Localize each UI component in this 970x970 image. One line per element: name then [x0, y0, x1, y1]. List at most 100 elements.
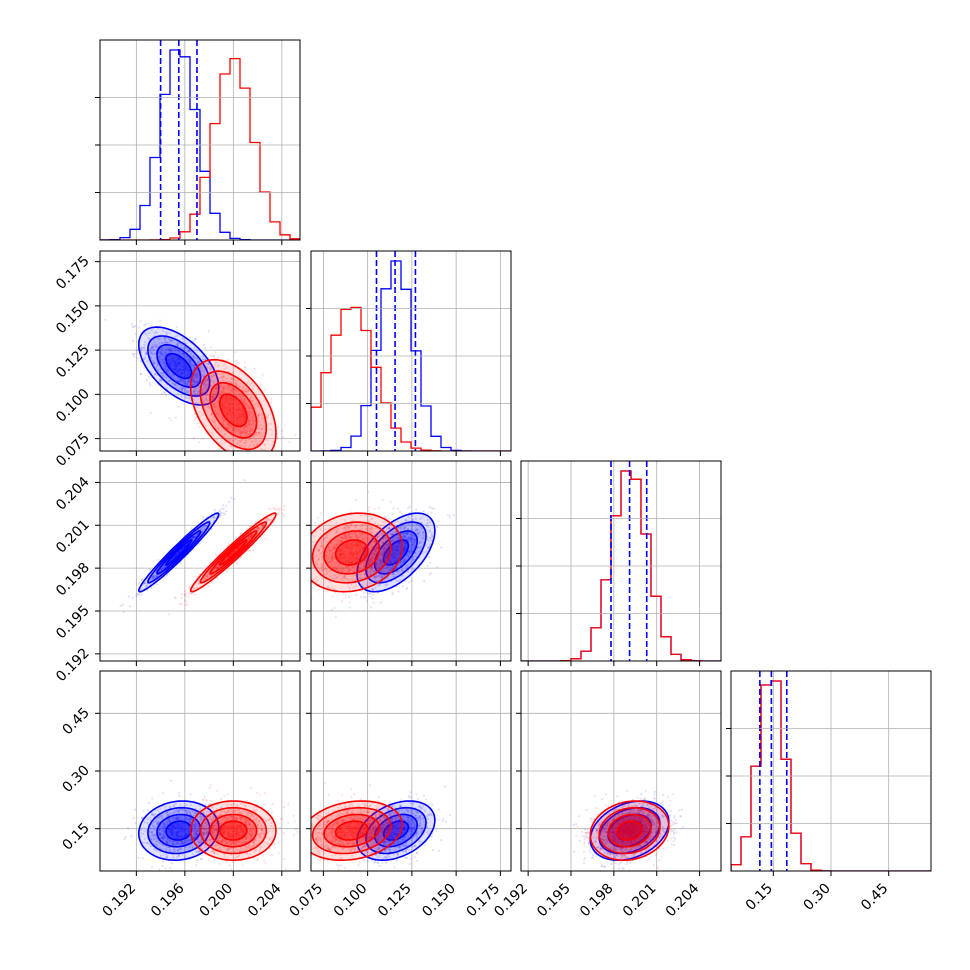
scatter-point: [363, 573, 366, 576]
scatter-point: [174, 596, 177, 599]
scatter-point: [411, 549, 414, 552]
scatter-point: [162, 362, 165, 365]
scatter-point: [135, 349, 138, 352]
scatter-point: [333, 548, 336, 551]
scatter-point: [304, 589, 306, 591]
scatter-point: [176, 358, 179, 362]
scatter-point: [187, 374, 190, 377]
scatter-point: [268, 518, 271, 521]
scatter-point: [164, 365, 167, 368]
scatter-point: [344, 545, 347, 549]
scatter-point: [401, 585, 404, 588]
scatter-point: [184, 380, 187, 383]
scatter-point: [263, 443, 266, 446]
scatter-point: [408, 537, 411, 540]
scatter-point: [269, 508, 272, 511]
scatter-point: [392, 552, 395, 555]
scatter-point: [248, 410, 252, 413]
scatter-point: [323, 573, 326, 576]
scatter-point: [404, 579, 407, 583]
scatter-point: [165, 369, 168, 372]
scatter-point: [199, 355, 202, 358]
scatter-point: [159, 352, 162, 355]
scatter-point: [373, 553, 376, 556]
scatter-point: [195, 372, 198, 375]
scatter-point: [370, 566, 373, 569]
scatter-point: [243, 411, 246, 414]
scatter-point: [278, 507, 281, 510]
scatter-point: [195, 356, 198, 360]
scatter-point: [346, 568, 349, 571]
scatter-point: [174, 363, 177, 366]
scatter-point: [245, 390, 248, 393]
scatter-point: [192, 366, 196, 369]
scatter-point: [204, 396, 208, 399]
scatter-point: [406, 531, 409, 534]
scatter-point: [217, 408, 220, 411]
scatter-point: [278, 509, 281, 512]
scatter-point: [393, 558, 396, 561]
scatter-point: [148, 375, 151, 378]
scatter-point: [198, 542, 201, 546]
scatter-point: [201, 528, 204, 532]
scatter-point: [164, 351, 168, 354]
scatter-point: [151, 575, 154, 578]
scatter-point: [159, 351, 162, 354]
scatter-point: [232, 429, 236, 432]
scatter-point: [247, 438, 250, 441]
scatter-point: [381, 557, 384, 561]
scatter-point: [239, 426, 242, 429]
scatter-point: [181, 366, 184, 369]
scatter-point: [288, 440, 291, 443]
scatter-point: [161, 346, 164, 350]
scatter-point: [421, 552, 424, 555]
scatter-point: [257, 529, 260, 532]
scatter-point: [165, 352, 168, 355]
scatter-point: [403, 557, 406, 560]
scatter-point: [184, 595, 187, 598]
scatter-point: [212, 433, 215, 436]
scatter-point: [177, 551, 180, 554]
scatter-point: [182, 360, 185, 363]
scatter-point: [282, 508, 285, 511]
scatter-point: [373, 552, 377, 556]
scatter-point: [149, 356, 152, 359]
scatter-point: [235, 405, 238, 408]
scatter-point: [200, 370, 203, 373]
scatter-point: [188, 360, 192, 363]
scatter-point: [363, 566, 366, 569]
scatter-point: [386, 583, 389, 586]
scatter-point: [402, 533, 405, 536]
scatter-point: [193, 363, 196, 367]
scatter-point: [248, 430, 251, 433]
scatter-point: [244, 388, 247, 391]
scatter-point: [194, 383, 197, 386]
scatter-point: [430, 534, 433, 537]
scatter-point: [224, 406, 227, 409]
scatter-point: [169, 347, 172, 350]
scatter-point: [241, 423, 244, 426]
scatter-point: [185, 396, 188, 399]
scatter-point: [178, 551, 181, 554]
scatter-point: [380, 574, 383, 578]
scatter-point: [257, 414, 260, 417]
scatter-point: [224, 510, 228, 513]
scatter-point: [161, 329, 164, 332]
scatter-point: [138, 582, 141, 585]
scatter-point: [245, 425, 248, 428]
scatter-point: [422, 510, 425, 513]
scatter-point: [370, 558, 373, 561]
scatter-point: [213, 373, 216, 376]
scatter-point: [247, 420, 250, 423]
scatter-point: [221, 407, 224, 410]
scatter-point: [221, 399, 225, 402]
scatter-point: [374, 540, 377, 543]
scatter-point: [250, 418, 253, 421]
scatter-point: [149, 384, 152, 387]
scatter-point: [230, 411, 233, 414]
scatter-point: [264, 537, 267, 540]
scatter-point: [203, 576, 206, 579]
scatter-point: [222, 397, 225, 400]
scatter-point: [238, 546, 241, 549]
scatter-point: [370, 588, 374, 591]
